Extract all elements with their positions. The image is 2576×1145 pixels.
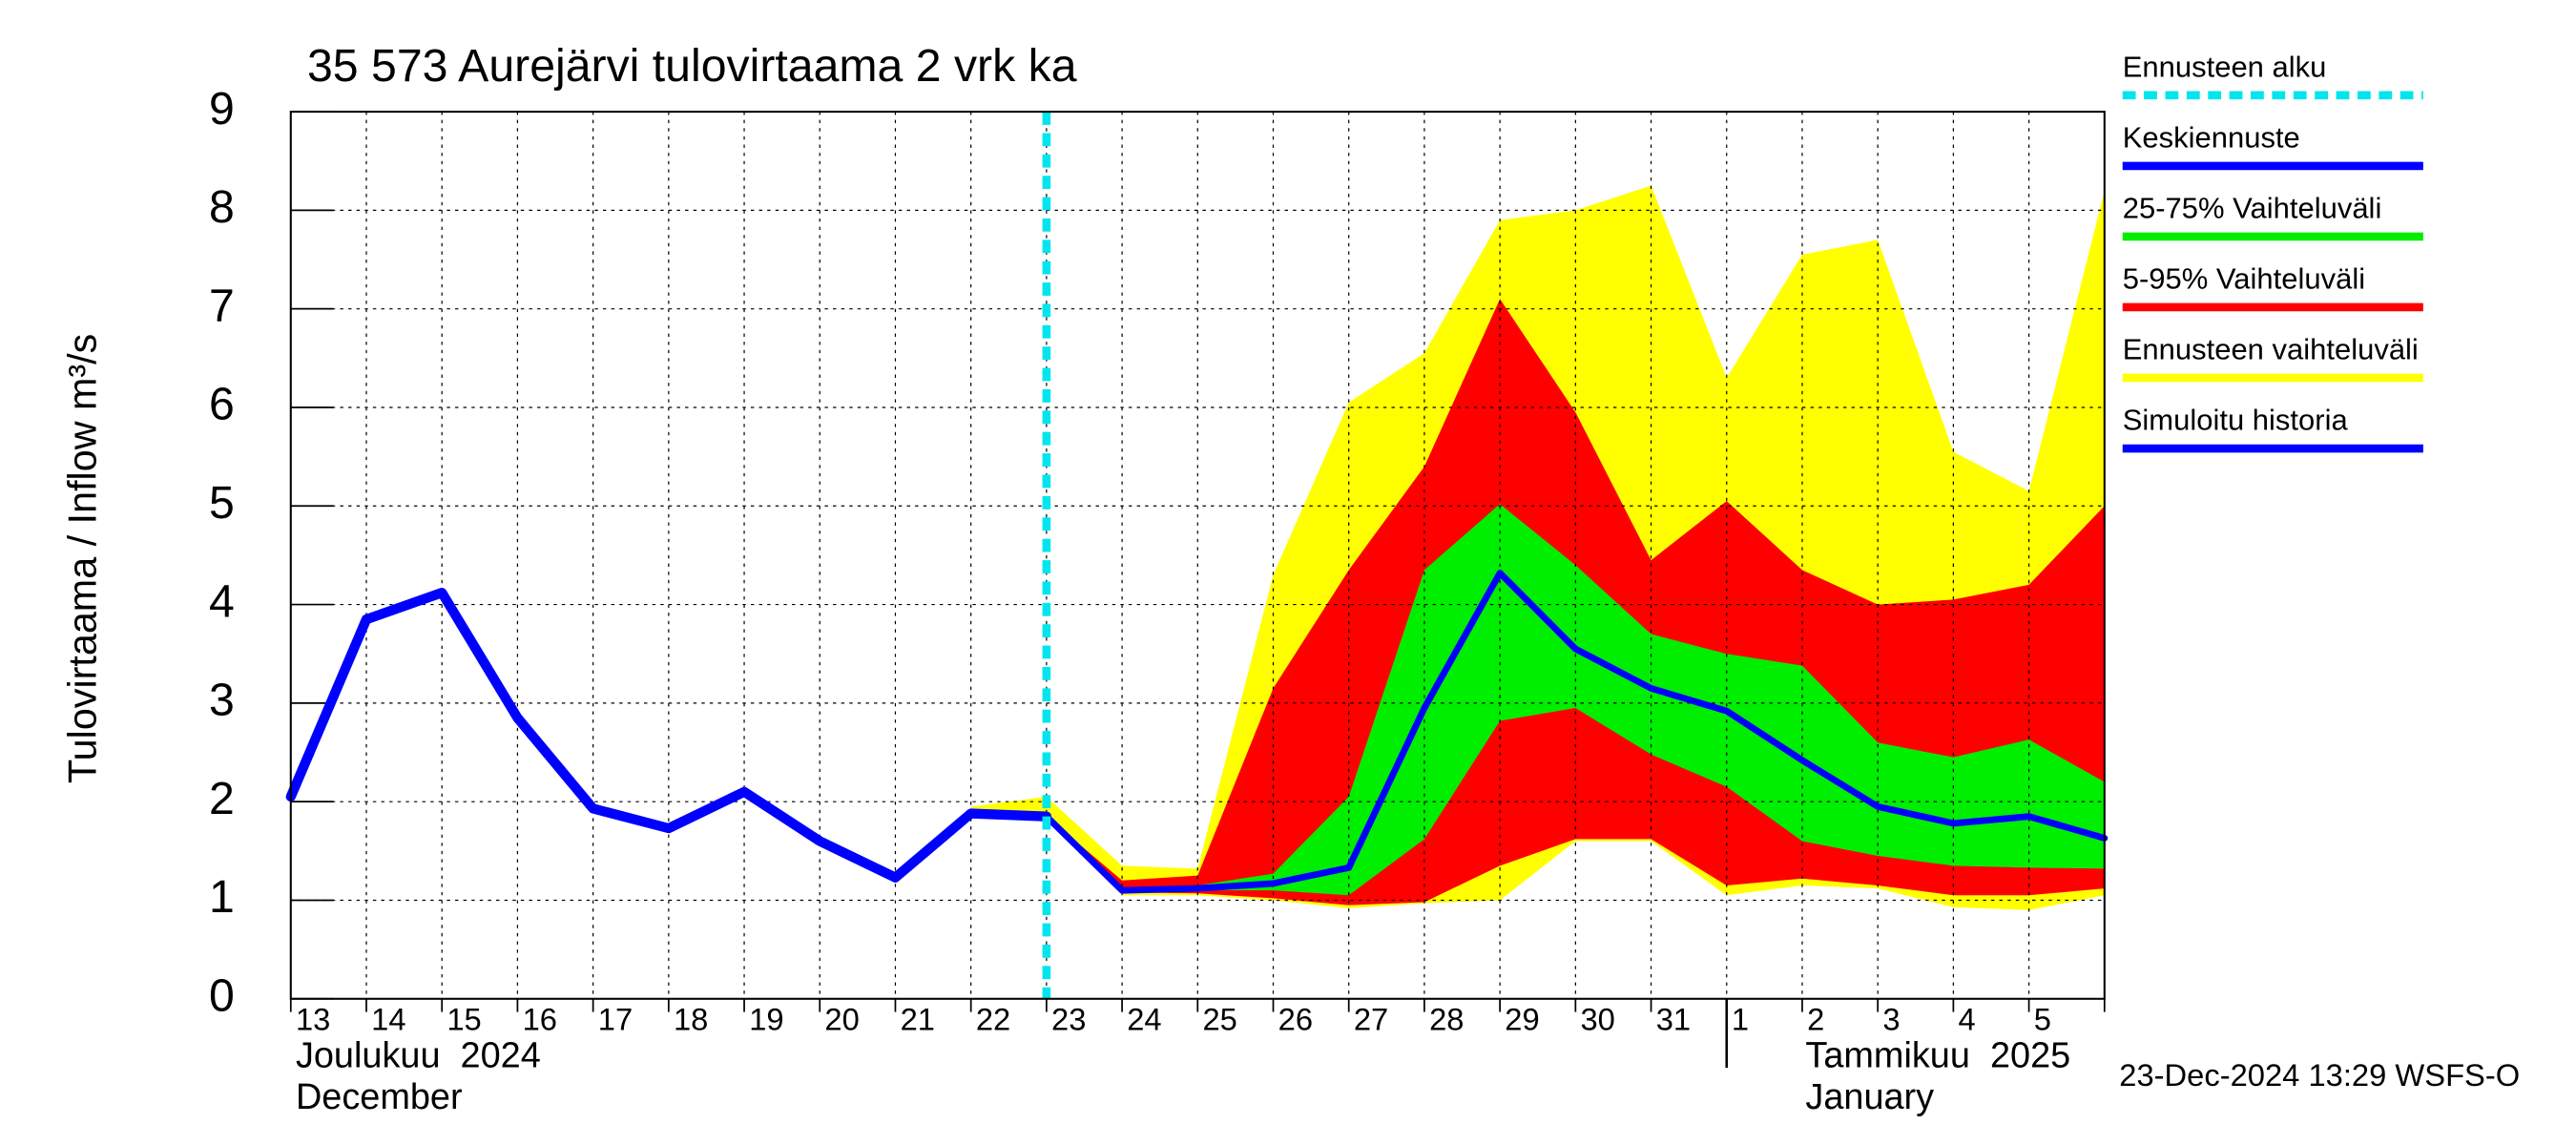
x-tick-label: 5	[2034, 1002, 2051, 1037]
legend-label: Simuloitu historia	[2123, 404, 2349, 437]
x-tick-label: 29	[1505, 1002, 1539, 1037]
y-tick-label: 0	[209, 970, 235, 1022]
x-tick-label: 19	[749, 1002, 783, 1037]
legend-label: 5-95% Vaihteluväli	[2123, 262, 2365, 296]
x-tick-label: 25	[1202, 1002, 1236, 1037]
month-label-en: December	[296, 1077, 463, 1117]
x-tick-label: 2	[1807, 1002, 1824, 1037]
x-tick-label: 20	[824, 1002, 859, 1037]
x-tick-label: 13	[296, 1002, 330, 1037]
chart-title: 35 573 Aurejärvi tulovirtaama 2 vrk ka	[307, 40, 1077, 92]
y-axis-label: Tulovirtaama / Inflow m³/s	[60, 334, 104, 783]
x-tick-label: 21	[901, 1002, 935, 1037]
y-tick-label: 3	[209, 675, 235, 726]
y-tick-label: 8	[209, 181, 235, 233]
x-tick-label: 31	[1656, 1002, 1691, 1037]
y-tick-label: 2	[209, 773, 235, 824]
y-tick-label: 5	[209, 477, 235, 529]
month-label: Tammikuu 2025	[1805, 1036, 2070, 1076]
line	[285, 588, 1052, 883]
x-tick-label: 24	[1127, 1002, 1161, 1037]
legend-label: Ennusteen alku	[2123, 50, 2327, 83]
band	[1046, 504, 2105, 896]
x-tick-label: 28	[1429, 1002, 1464, 1037]
y-tick-label: 1	[209, 871, 235, 923]
y-tick-label: 6	[209, 379, 235, 430]
x-tick-label: 23	[1051, 1002, 1086, 1037]
x-tick-label: 22	[976, 1002, 1010, 1037]
x-tick-label: 4	[1959, 1002, 1976, 1037]
month-label-en: January	[1805, 1077, 1934, 1117]
y-tick-label: 7	[209, 280, 235, 331]
month-label: Joulukuu 2024	[296, 1036, 541, 1076]
x-tick-label: 1	[1732, 1002, 1749, 1037]
x-tick-label: 15	[447, 1002, 481, 1037]
x-tick-label: 16	[523, 1002, 557, 1037]
legend-label: Ennusteen vaihteluväli	[2123, 333, 2419, 366]
x-tick-label: 26	[1278, 1002, 1313, 1037]
legend-label: 25-75% Vaihteluväli	[2123, 192, 2382, 225]
x-tick-label: 30	[1581, 1002, 1615, 1037]
x-tick-label: 3	[1882, 1002, 1900, 1037]
legend-label: Keskiennuste	[2123, 121, 2300, 155]
y-tick-label: 4	[209, 575, 235, 627]
y-tick-label: 9	[209, 83, 235, 135]
x-tick-label: 27	[1354, 1002, 1388, 1037]
line	[1043, 570, 2109, 894]
x-tick-label: 17	[598, 1002, 633, 1037]
x-tick-label: 18	[674, 1002, 708, 1037]
footer: 23-Dec-2024 13:29 WSFS-O	[2119, 1057, 2520, 1093]
x-tick-label: 14	[371, 1002, 405, 1037]
